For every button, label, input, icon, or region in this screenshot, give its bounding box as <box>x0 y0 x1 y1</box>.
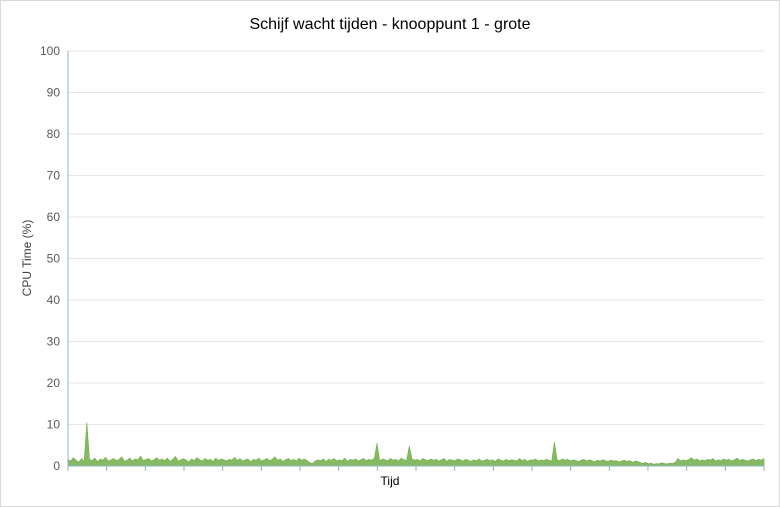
y-tick-label: 90 <box>47 86 61 100</box>
y-tick-label: 30 <box>47 335 61 349</box>
y-tick-label: 70 <box>47 169 61 183</box>
y-tick-label: 100 <box>40 44 60 58</box>
y-tick-label: 50 <box>47 252 61 266</box>
y-tick-label: 20 <box>47 376 61 390</box>
y-tick-label: 60 <box>47 210 61 224</box>
gridlines <box>68 50 764 425</box>
chart-title: Schijf wacht tijden - knooppunt 1 - grot… <box>249 16 531 33</box>
axes: 0 10 20 30 40 50 60 70 80 90 100 <box>40 44 765 473</box>
y-tick-label: 40 <box>47 293 61 307</box>
y-tick-label: 10 <box>47 418 61 432</box>
x-axis-label: Tijd <box>380 474 400 488</box>
series-area-0 <box>67 422 765 467</box>
y-tick-label: 0 <box>53 459 60 473</box>
y-tick-label: 80 <box>47 127 61 141</box>
series-layer <box>67 422 765 467</box>
